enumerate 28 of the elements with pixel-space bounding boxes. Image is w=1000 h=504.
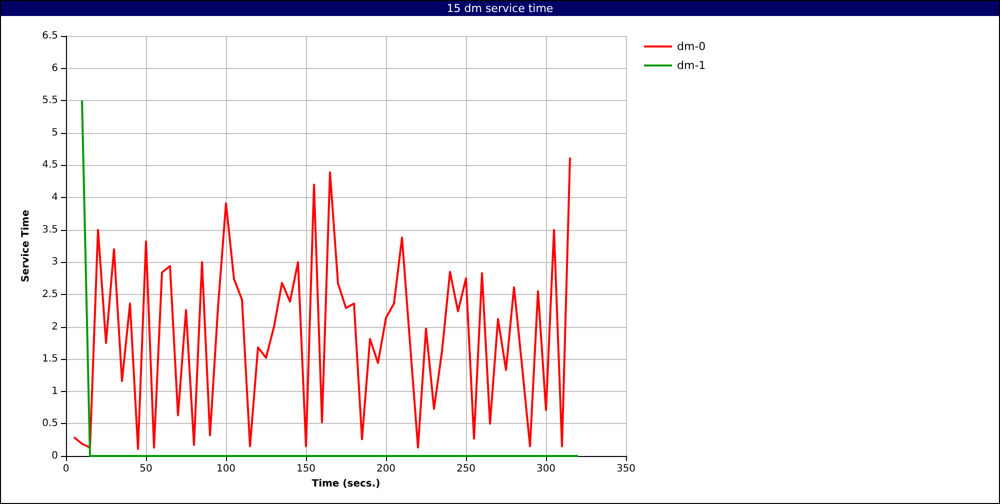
x-tick-label: 150 <box>296 464 316 474</box>
x-tick-label: 0 <box>62 464 70 474</box>
x-tick-label: 250 <box>456 464 476 474</box>
y-tick-label: 3.5 <box>42 224 58 236</box>
legend-label: dm-1 <box>677 59 706 72</box>
y-tick-label: 1 <box>52 386 58 397</box>
y-tick-label: 3 <box>52 256 58 268</box>
y-tick-label: 5 <box>52 127 58 138</box>
chart-title: 15 dm service time <box>1 1 999 16</box>
y-tick-label: 4 <box>52 192 58 204</box>
y-tick-label: 4.5 <box>42 160 58 171</box>
x-axis-title: Time (secs.) <box>312 478 380 490</box>
y-tick-label: 2.5 <box>42 288 58 300</box>
y-tick-label: 6.5 <box>42 30 58 42</box>
y-tick-label: 0 <box>52 450 58 462</box>
y-tick-label: 5.5 <box>42 95 58 106</box>
y-tick-label: 0.5 <box>42 418 58 430</box>
x-tick-label: 350 <box>616 464 636 474</box>
legend-label: dm-0 <box>677 40 706 53</box>
x-tick-label: 200 <box>376 464 396 474</box>
x-tick-label: 100 <box>216 464 236 474</box>
x-tick-label: 50 <box>140 464 152 474</box>
x-tick-label: 300 <box>536 464 556 474</box>
y-tick-label: 6 <box>52 62 58 74</box>
line-series <box>73 156 571 450</box>
y-tick-label: 1.5 <box>42 354 58 365</box>
y-tick-label: 2 <box>52 321 58 332</box>
y-axis-title: Service Time <box>20 210 32 282</box>
